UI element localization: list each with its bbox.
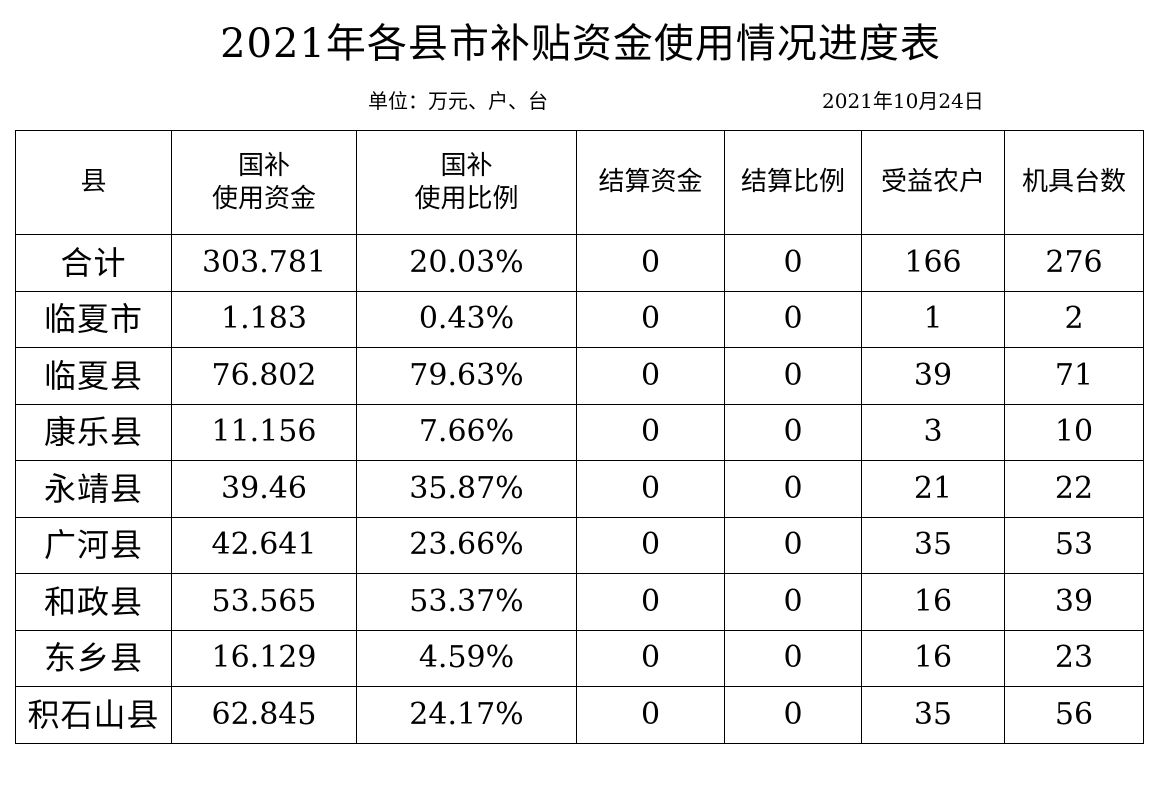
cell-settled-ratio: 0 xyxy=(724,234,862,292)
report-date: 2021年10月24日 xyxy=(822,89,984,113)
cell-households: 3 xyxy=(861,403,1005,461)
cell-households: 35 xyxy=(861,686,1005,744)
cell-households: 1 xyxy=(861,290,1005,348)
table-row: 临夏县 76.802 79.63% 0 0 39 71 xyxy=(15,347,1144,405)
cell-subsidy-ratio: 53.37% xyxy=(356,573,577,631)
cell-county: 临夏县 xyxy=(15,347,172,405)
cell-subsidy-ratio: 20.03% xyxy=(356,234,577,292)
cell-settled-funds: 0 xyxy=(576,234,725,292)
cell-households: 16 xyxy=(861,573,1005,631)
col-header-subsidy-ratio-line2: 使用比例 xyxy=(414,183,519,214)
col-header-machines: 机具台数 xyxy=(1004,130,1144,235)
col-header-settled-ratio: 结算比例 xyxy=(724,130,862,235)
cell-machines: 39 xyxy=(1004,573,1144,631)
cell-subsidy-ratio: 4.59% xyxy=(356,629,577,687)
cell-subsidy-used: 53.565 xyxy=(171,573,357,631)
cell-settled-funds: 0 xyxy=(576,403,725,461)
table-row: 和政县 53.565 53.37% 0 0 16 39 xyxy=(15,573,1144,631)
cell-subsidy-used: 62.845 xyxy=(171,686,357,744)
header-row: 县 国补 使用资金 国补 使用比例 结算资金 结算比例 受益农户 机具台数 xyxy=(15,130,1144,235)
cell-county: 积石山县 xyxy=(15,686,172,744)
cell-machines: 276 xyxy=(1004,234,1144,292)
cell-machines: 56 xyxy=(1004,686,1144,744)
cell-machines: 2 xyxy=(1004,290,1144,348)
table-row: 康乐县 11.156 7.66% 0 0 3 10 xyxy=(15,403,1144,461)
cell-settled-funds: 0 xyxy=(576,516,725,574)
cell-subsidy-used: 16.129 xyxy=(171,629,357,687)
cell-settled-ratio: 0 xyxy=(724,460,862,518)
col-header-settled-ratio-label: 结算比例 xyxy=(740,167,845,197)
cell-machines: 10 xyxy=(1004,403,1144,461)
cell-subsidy-ratio: 0.43% xyxy=(356,290,577,348)
col-header-subsidy-ratio: 国补 使用比例 xyxy=(356,130,577,235)
table-row: 东乡县 16.129 4.59% 0 0 16 23 xyxy=(15,629,1144,687)
table-header: 县 国补 使用资金 国补 使用比例 结算资金 结算比例 受益农户 机具台数 xyxy=(15,130,1144,235)
col-header-households: 受益农户 xyxy=(861,130,1005,235)
cell-county: 康乐县 xyxy=(15,403,172,461)
col-header-subsidy-used: 国补 使用资金 xyxy=(171,130,357,235)
col-header-settled-funds-label: 结算资金 xyxy=(598,167,703,197)
progress-table: 县 国补 使用资金 国补 使用比例 结算资金 结算比例 受益农户 机具台数 合计 3… xyxy=(15,130,1144,744)
col-header-households-label: 受益农户 xyxy=(880,167,985,197)
cell-settled-funds: 0 xyxy=(576,347,725,405)
cell-settled-funds: 0 xyxy=(576,629,725,687)
cell-subsidy-used: 11.156 xyxy=(171,403,357,461)
cell-county: 永靖县 xyxy=(15,460,172,518)
cell-subsidy-used: 76.802 xyxy=(171,347,357,405)
cell-households: 16 xyxy=(861,629,1005,687)
cell-subsidy-ratio: 35.87% xyxy=(356,460,577,518)
cell-households: 166 xyxy=(861,234,1005,292)
col-header-county: 县 xyxy=(15,130,172,235)
cell-settled-funds: 0 xyxy=(576,686,725,744)
unit-note: 单位：万元、户、台 xyxy=(368,89,548,113)
cell-households: 39 xyxy=(861,347,1005,405)
cell-subsidy-ratio: 79.63% xyxy=(356,347,577,405)
cell-subsidy-ratio: 23.66% xyxy=(356,516,577,574)
page-title: 2021年各县市补贴资金使用情况进度表 xyxy=(220,21,941,67)
col-header-subsidy-used-line2: 使用资金 xyxy=(211,183,316,214)
cell-settled-ratio: 0 xyxy=(724,629,862,687)
cell-subsidy-used: 39.46 xyxy=(171,460,357,518)
table-row: 永靖县 39.46 35.87% 0 0 21 22 xyxy=(15,460,1144,518)
cell-settled-ratio: 0 xyxy=(724,403,862,461)
cell-settled-funds: 0 xyxy=(576,290,725,348)
cell-county: 广河县 xyxy=(15,516,172,574)
cell-households: 21 xyxy=(861,460,1005,518)
table-row: 广河县 42.641 23.66% 0 0 35 53 xyxy=(15,516,1144,574)
cell-settled-funds: 0 xyxy=(576,460,725,518)
cell-households: 35 xyxy=(861,516,1005,574)
cell-subsidy-ratio: 7.66% xyxy=(356,403,577,461)
table-row: 临夏市 1.183 0.43% 0 0 1 2 xyxy=(15,290,1144,348)
cell-machines: 23 xyxy=(1004,629,1144,687)
cell-subsidy-used: 42.641 xyxy=(171,516,357,574)
cell-machines: 53 xyxy=(1004,516,1144,574)
cell-county: 合计 xyxy=(15,234,172,292)
cell-machines: 22 xyxy=(1004,460,1144,518)
cell-settled-ratio: 0 xyxy=(724,686,862,744)
cell-county: 东乡县 xyxy=(15,629,172,687)
cell-subsidy-ratio: 24.17% xyxy=(356,686,577,744)
cell-county: 临夏市 xyxy=(15,290,172,348)
cell-subsidy-used: 303.781 xyxy=(171,234,357,292)
table-row-total: 合计 303.781 20.03% 0 0 166 276 xyxy=(15,234,1144,292)
cell-machines: 71 xyxy=(1004,347,1144,405)
table-body: 合计 303.781 20.03% 0 0 166 276 临夏市 1.183 … xyxy=(15,234,1144,744)
col-header-subsidy-ratio-line1: 国补 xyxy=(440,150,493,181)
cell-settled-funds: 0 xyxy=(576,573,725,631)
cell-settled-ratio: 0 xyxy=(724,290,862,348)
col-header-subsidy-used-line1: 国补 xyxy=(237,150,290,181)
cell-settled-ratio: 0 xyxy=(724,573,862,631)
table-row: 积石山县 62.845 24.17% 0 0 35 56 xyxy=(15,686,1144,744)
cell-settled-ratio: 0 xyxy=(724,347,862,405)
col-header-settled-funds: 结算资金 xyxy=(576,130,725,235)
cell-county: 和政县 xyxy=(15,573,172,631)
cell-settled-ratio: 0 xyxy=(724,516,862,574)
cell-subsidy-used: 1.183 xyxy=(171,290,357,348)
col-header-county-label: 县 xyxy=(80,167,107,197)
col-header-machines-label: 机具台数 xyxy=(1021,167,1126,197)
